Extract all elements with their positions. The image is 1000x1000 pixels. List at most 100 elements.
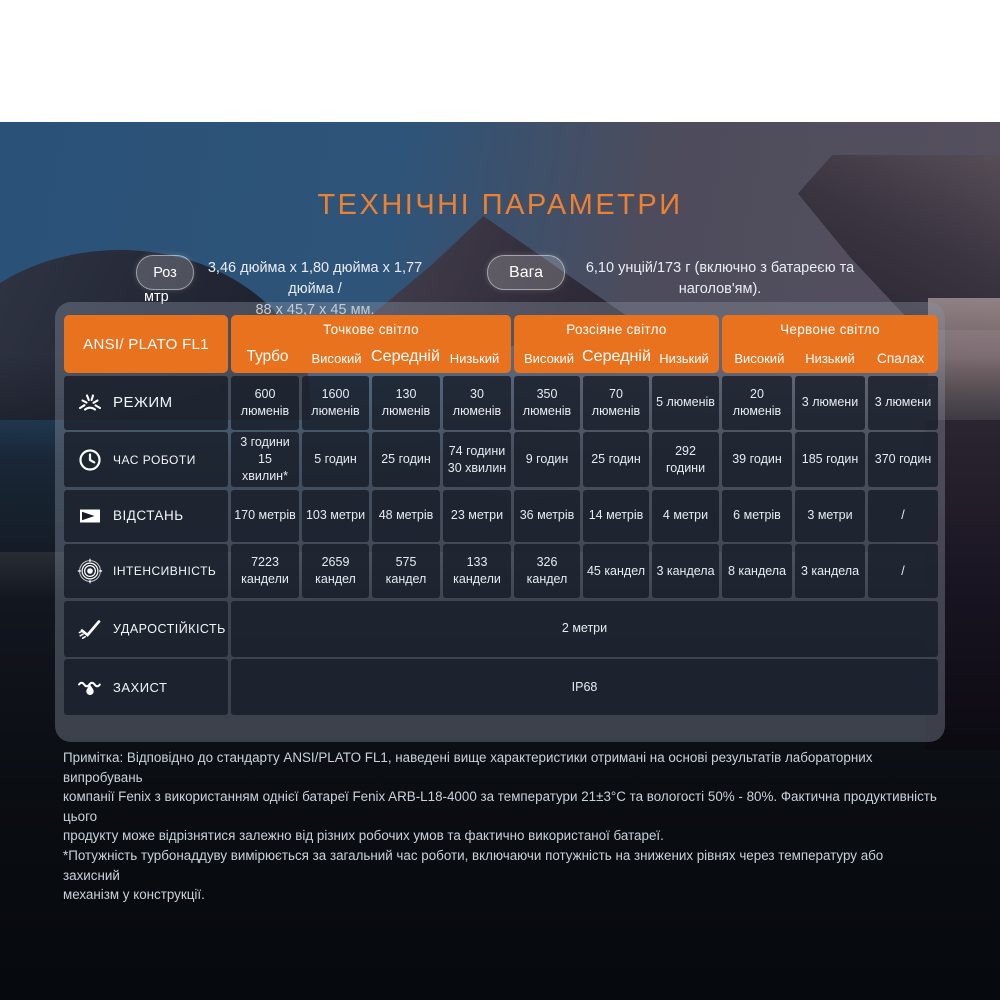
spec-cell: / bbox=[868, 489, 938, 542]
column-label: Середній bbox=[371, 347, 440, 365]
standard-header-cell: ANSI/ PLATO FL1 bbox=[64, 315, 228, 373]
spec-cell: 575 кандел bbox=[372, 544, 440, 598]
row-label: УДАРОСТІЙКІСТЬ bbox=[64, 600, 228, 657]
row-label: ВІДСТАНЬ bbox=[64, 489, 228, 542]
spec-cell: 2659 кандел bbox=[302, 544, 369, 598]
column-label: Низький bbox=[659, 351, 709, 366]
size-value-line1: 3,46 дюйма х 1,80 дюйма х 1,77 дюйма / bbox=[207, 260, 423, 297]
row-label-text: ЧАС РОБОТИ bbox=[113, 452, 196, 467]
column-group-title: Точкове світло bbox=[323, 322, 419, 337]
row-label: ЗАХИСТ bbox=[64, 659, 228, 715]
spec-cell: 1600 люменів bbox=[302, 375, 369, 430]
column-label: Високий bbox=[523, 351, 575, 366]
row-label-text: ІНТЕНСИВНІСТЬ bbox=[113, 564, 217, 578]
spec-cell: 130 люменів bbox=[372, 375, 440, 430]
target-icon bbox=[77, 558, 103, 584]
spec-cell: 39 годин bbox=[722, 432, 792, 487]
spec-cell-span: IP68 bbox=[231, 659, 938, 715]
spec-cell: 3 люмени bbox=[795, 375, 865, 430]
weight-value-line1: 6,10 унцій/173 г (включно з батареєю та bbox=[585, 260, 855, 276]
column-label: Високий bbox=[311, 351, 362, 366]
spec-cell: 133 кандели bbox=[443, 544, 511, 598]
footnote-line: *Потужність турбонаддуву вимірюється за … bbox=[63, 847, 884, 883]
size-badge-label-line2: мтр bbox=[144, 289, 169, 305]
spec-cell: 103 метри bbox=[302, 489, 369, 542]
spec-cell: 3 метри bbox=[795, 489, 865, 542]
spec-cell: 292 години bbox=[652, 432, 719, 487]
column-label: Спалах bbox=[876, 351, 925, 366]
row-label-text: ВІДСТАНЬ bbox=[113, 508, 184, 523]
column-label: Середній bbox=[582, 347, 651, 365]
spec-cell: 9 годин bbox=[514, 432, 580, 487]
column-group-header: Червоне світло Високий Низький Спалах bbox=[722, 315, 938, 373]
column-labels-row: Високий Низький Спалах bbox=[724, 351, 936, 366]
spec-cell: / bbox=[868, 544, 938, 598]
column-group-header: Розсіяне світло Високий Середній Низький bbox=[514, 315, 719, 373]
size-badge-label: Роз bbox=[153, 264, 177, 281]
row-label: РЕЖИМ bbox=[64, 375, 228, 430]
weight-value: 6,10 унцій/173 г (включно з батареєю та … bbox=[572, 258, 868, 300]
spec-cell: 3 години 15 хвилин* bbox=[231, 432, 299, 487]
spec-cell: 4 метри bbox=[652, 489, 719, 542]
spec-cell: 25 годин bbox=[583, 432, 649, 487]
sunburst-icon bbox=[77, 390, 103, 416]
spec-table-panel: ANSI/ PLATO FL1 Точкове світло Турбо Висок… bbox=[55, 302, 945, 742]
spec-cell: 326 кандел bbox=[514, 544, 580, 598]
spec-cell: 170 метрів bbox=[231, 489, 299, 542]
spec-cell: 36 метрів bbox=[514, 489, 580, 542]
spec-cell: 350 люменів bbox=[514, 375, 580, 430]
column-label: Високий bbox=[734, 351, 785, 366]
spec-cell: 7223 кандели bbox=[231, 544, 299, 598]
spec-cell: 3 люмени bbox=[868, 375, 938, 430]
column-group-header: Точкове світло Турбо Високий Середній Низьки… bbox=[231, 315, 511, 373]
spec-cell: 8 кандела bbox=[722, 544, 792, 598]
weight-badge: Вага bbox=[487, 255, 565, 290]
column-group-title: Червоне світло bbox=[780, 322, 880, 337]
spec-cell: 25 годин bbox=[372, 432, 440, 487]
footnote-line: Примітка: Відповідно до стандарту ANSI/P… bbox=[63, 750, 873, 785]
footnote: Примітка: Відповідно до стандарту ANSI/P… bbox=[63, 748, 941, 905]
spec-table: ANSI/ PLATO FL1 Точкове світло Турбо Висок… bbox=[64, 315, 938, 715]
weight-badge-label: Вага bbox=[509, 263, 543, 281]
spec-cell: 185 годин bbox=[795, 432, 865, 487]
footnote-line: продукту може відрізнятися залежно від р… bbox=[63, 828, 664, 844]
column-labels-row: Турбо Високий Середній Низький bbox=[233, 347, 509, 366]
footnote-line: компанії Fenix з використанням однієї ба… bbox=[63, 789, 937, 824]
column-label: Низький bbox=[449, 351, 500, 366]
row-label: ЧАС РОБОТИ bbox=[64, 432, 228, 487]
spec-cell: 3 кандела bbox=[652, 544, 719, 598]
spec-cell: 70 люменів bbox=[583, 375, 649, 430]
spec-cell: 48 метрів bbox=[372, 489, 440, 542]
white-page-background bbox=[0, 0, 1000, 122]
spec-cell: 74 години 30 хвилин bbox=[443, 432, 511, 487]
beam-distance-icon bbox=[77, 503, 103, 529]
spec-cell: 3 кандела bbox=[795, 544, 865, 598]
size-value-line2: 88 х 45,7 х 45 мм. bbox=[255, 302, 375, 318]
spec-cell: 5 годин bbox=[302, 432, 369, 487]
clock-icon bbox=[77, 447, 103, 473]
water-splash-icon bbox=[77, 674, 103, 700]
row-label-text: УДАРОСТІЙКІСТЬ bbox=[113, 621, 226, 636]
spec-cell: 45 кандел bbox=[583, 544, 649, 598]
spec-cell: 30 люменів bbox=[443, 375, 511, 430]
column-labels-row: Високий Середній Низький bbox=[516, 347, 717, 366]
size-value: 3,46 дюйма х 1,80 дюйма х 1,77 дюйма / 8… bbox=[198, 258, 432, 321]
column-label: Турбо bbox=[246, 348, 289, 365]
spec-cell: 14 метрів bbox=[583, 489, 649, 542]
impact-check-icon bbox=[77, 616, 103, 642]
page-title: ТЕХНІЧНІ ПАРАМЕТРИ bbox=[317, 189, 683, 221]
spec-cell-span: 2 метри bbox=[231, 600, 938, 657]
footnote-line: механізм у конструкції. bbox=[63, 887, 205, 903]
row-label-text: РЕЖИМ bbox=[113, 394, 173, 411]
row-label-text: ЗАХИСТ bbox=[113, 679, 168, 695]
spec-cell: 5 люменів bbox=[652, 375, 719, 430]
column-label: Низький bbox=[805, 351, 855, 366]
weight-value-line2: наголов'ям). bbox=[678, 281, 762, 297]
column-group-title: Розсіяне світло bbox=[566, 322, 667, 337]
spec-cell: 600 люменів bbox=[231, 375, 299, 430]
spec-cell: 20 люменів bbox=[722, 375, 792, 430]
spec-cell: 370 годин bbox=[868, 432, 938, 487]
row-label: ІНТЕНСИВНІСТЬ bbox=[64, 544, 228, 598]
size-badge: Роз мтр bbox=[136, 255, 194, 305]
